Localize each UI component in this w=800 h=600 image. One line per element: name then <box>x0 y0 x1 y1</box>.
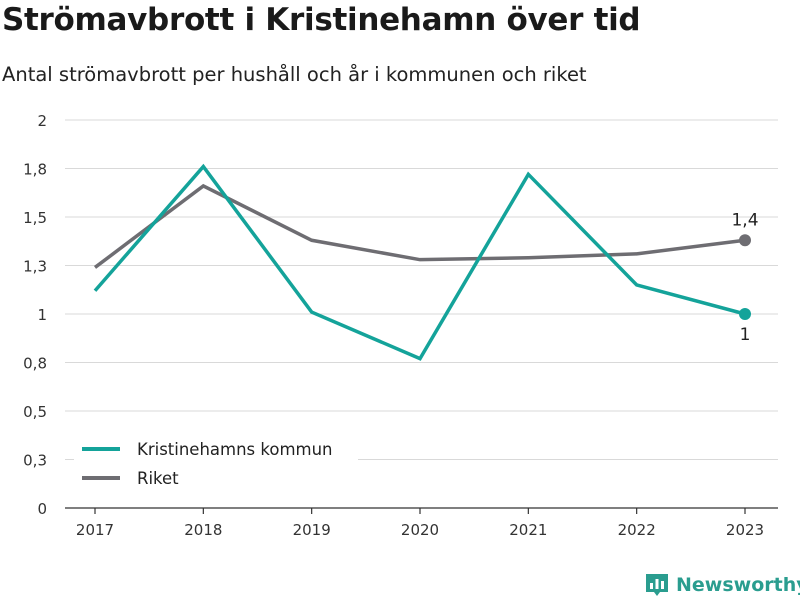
brand-name: Newsworthy <box>676 574 800 596</box>
end-value-label: 1,4 <box>731 210 758 230</box>
y-tick-label: 0 <box>37 500 47 518</box>
y-tick-label: 1 <box>37 306 47 324</box>
x-tick-label: 2022 <box>618 521 656 539</box>
legend-label: Riket <box>137 469 179 488</box>
x-tick-label: 2021 <box>509 521 547 539</box>
end-point-marker <box>739 234 751 247</box>
legend-label: Kristinehamns kommun <box>137 440 333 459</box>
newsworthy-logo: Newsworthy <box>644 570 800 600</box>
x-tick-label: 2019 <box>293 521 331 539</box>
x-tick-label: 2018 <box>184 521 222 539</box>
y-tick-label: 1,5 <box>23 209 47 227</box>
y-tick-label: 2 <box>37 112 47 130</box>
y-tick-label: 1,8 <box>23 161 47 179</box>
bar-chart-logo-icon <box>646 574 668 596</box>
x-tick-label: 2020 <box>401 521 439 539</box>
chart-subtitle: Antal strömavbrott per hushåll och år i … <box>2 63 587 86</box>
end-value-label: 1 <box>740 325 751 345</box>
y-tick-label: 0,3 <box>23 452 47 470</box>
y-tick-label: 0,5 <box>23 403 47 421</box>
end-point-marker <box>739 308 751 320</box>
y-tick-label: 1,3 <box>23 258 47 276</box>
chart-title: Strömavbrott i Kristinehamn över tid <box>2 2 641 38</box>
series-line-kristinehamn <box>93 163 746 361</box>
x-tick-label: 2017 <box>76 521 114 539</box>
y-tick-label: 0,8 <box>23 355 47 373</box>
legend-box <box>74 432 358 494</box>
series-line-riket <box>93 183 746 269</box>
x-tick-label: 2023 <box>726 521 764 539</box>
